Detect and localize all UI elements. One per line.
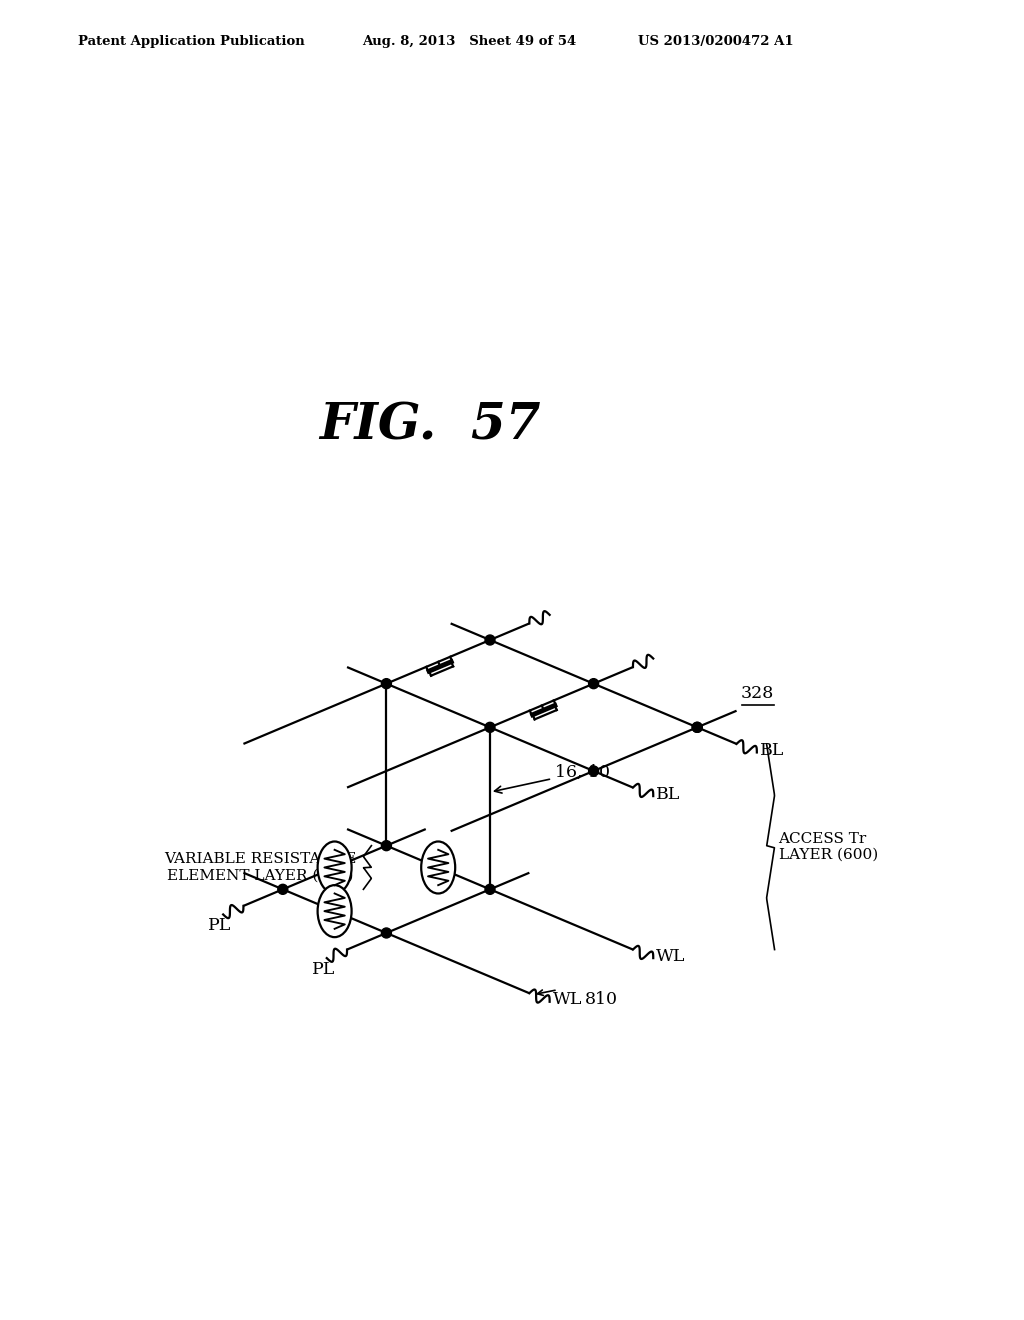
Circle shape [485,722,495,733]
Circle shape [485,635,495,645]
Text: BL: BL [656,785,681,803]
Text: US 2013/0200472 A1: US 2013/0200472 A1 [638,36,794,48]
Text: WL: WL [553,991,582,1008]
Text: Aug. 8, 2013   Sheet 49 of 54: Aug. 8, 2013 Sheet 49 of 54 [362,36,577,48]
Circle shape [692,722,702,733]
Circle shape [278,884,288,895]
Text: PL: PL [312,961,335,978]
Circle shape [589,678,599,689]
Text: PL: PL [209,917,231,935]
Circle shape [485,884,495,895]
Text: VARIABLE RESISTANCE
ELEMENT LAYER (800): VARIABLE RESISTANCE ELEMENT LAYER (800) [164,853,356,883]
Circle shape [589,766,599,776]
Text: BL: BL [760,742,784,759]
Circle shape [381,841,391,850]
Text: 810: 810 [585,991,617,1008]
Ellipse shape [317,841,351,894]
Text: 16, 10: 16, 10 [495,763,610,793]
Text: ACCESS Tr
LAYER (600): ACCESS Tr LAYER (600) [778,832,878,862]
Ellipse shape [421,841,456,894]
Text: WL: WL [656,948,686,965]
Circle shape [381,928,391,939]
Text: Patent Application Publication: Patent Application Publication [78,36,305,48]
Circle shape [381,678,391,689]
Circle shape [692,722,702,733]
Text: FIG.  57: FIG. 57 [319,401,541,450]
Text: 328: 328 [741,685,774,702]
Ellipse shape [317,886,351,937]
